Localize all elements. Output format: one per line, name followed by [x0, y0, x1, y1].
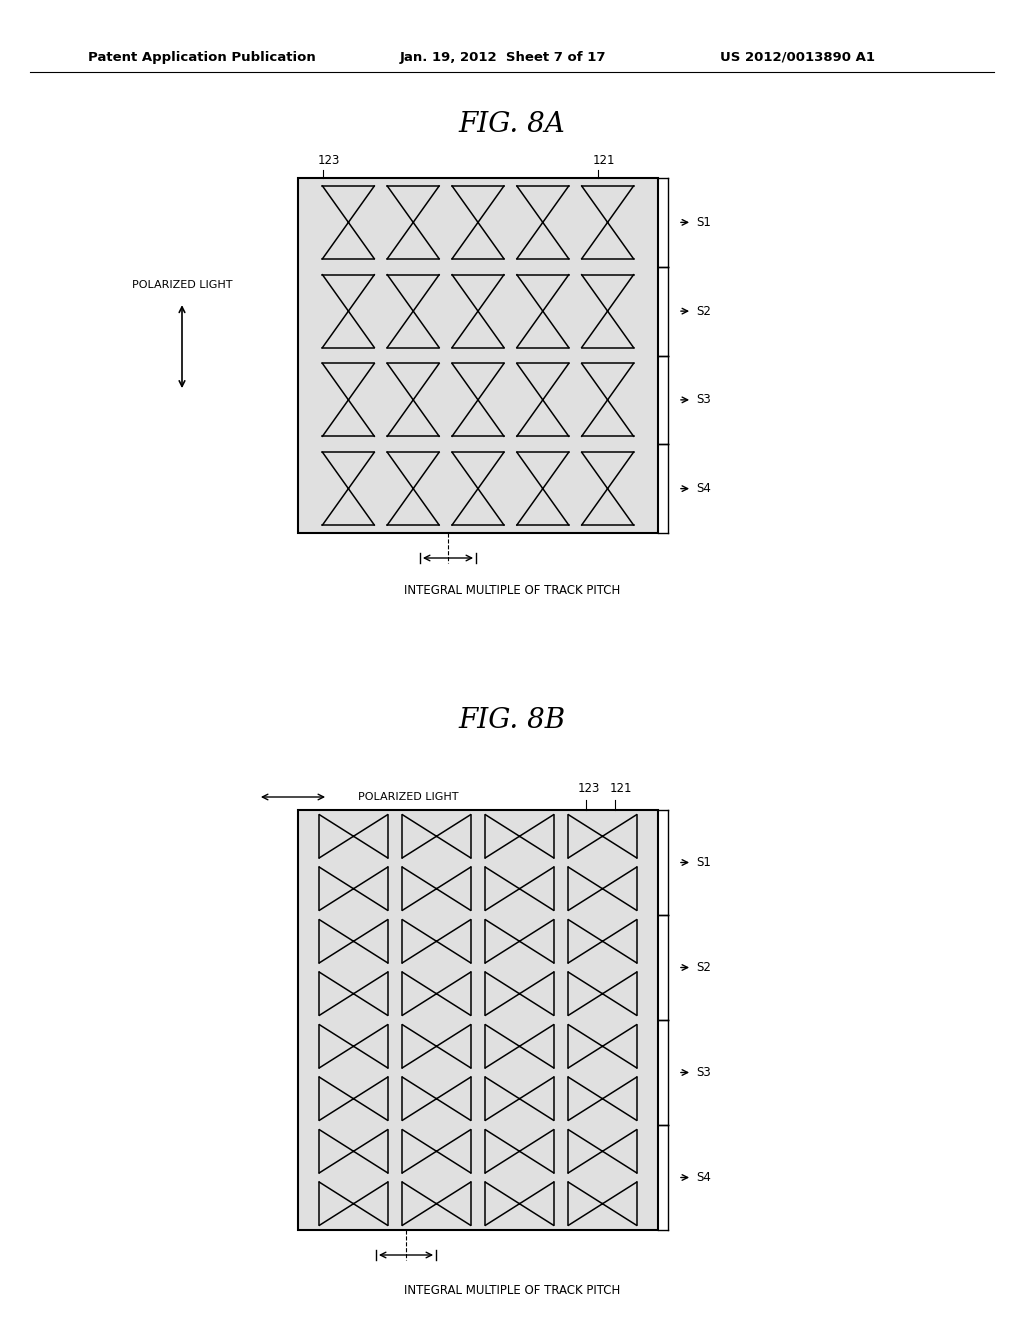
Text: S2: S2: [696, 961, 711, 974]
Text: INTEGRAL MULTIPLE OF TRACK PITCH: INTEGRAL MULTIPLE OF TRACK PITCH: [403, 583, 621, 597]
Text: US 2012/0013890 A1: US 2012/0013890 A1: [720, 50, 874, 63]
Text: 121: 121: [593, 154, 615, 168]
Bar: [298, 810, 658, 1230]
Text: FIG. 8A: FIG. 8A: [459, 111, 565, 139]
Bar: [298, 178, 658, 533]
Text: S3: S3: [696, 1067, 711, 1078]
Text: POLARIZED LIGHT: POLARIZED LIGHT: [132, 280, 232, 289]
Text: FIG. 8B: FIG. 8B: [459, 706, 565, 734]
Text: POLARIZED LIGHT: POLARIZED LIGHT: [358, 792, 459, 803]
Text: S1: S1: [696, 216, 711, 228]
Text: S3: S3: [696, 393, 711, 407]
Text: Patent Application Publication: Patent Application Publication: [88, 50, 315, 63]
Text: S1: S1: [696, 855, 711, 869]
Text: INTEGRAL MULTIPLE OF TRACK PITCH: INTEGRAL MULTIPLE OF TRACK PITCH: [403, 1283, 621, 1296]
Text: S2: S2: [696, 305, 711, 318]
Text: S4: S4: [696, 482, 711, 495]
Text: S4: S4: [696, 1171, 711, 1184]
Text: 123: 123: [318, 154, 340, 168]
Text: 123: 123: [578, 781, 600, 795]
Text: 121: 121: [610, 781, 633, 795]
Text: Jan. 19, 2012  Sheet 7 of 17: Jan. 19, 2012 Sheet 7 of 17: [400, 50, 606, 63]
